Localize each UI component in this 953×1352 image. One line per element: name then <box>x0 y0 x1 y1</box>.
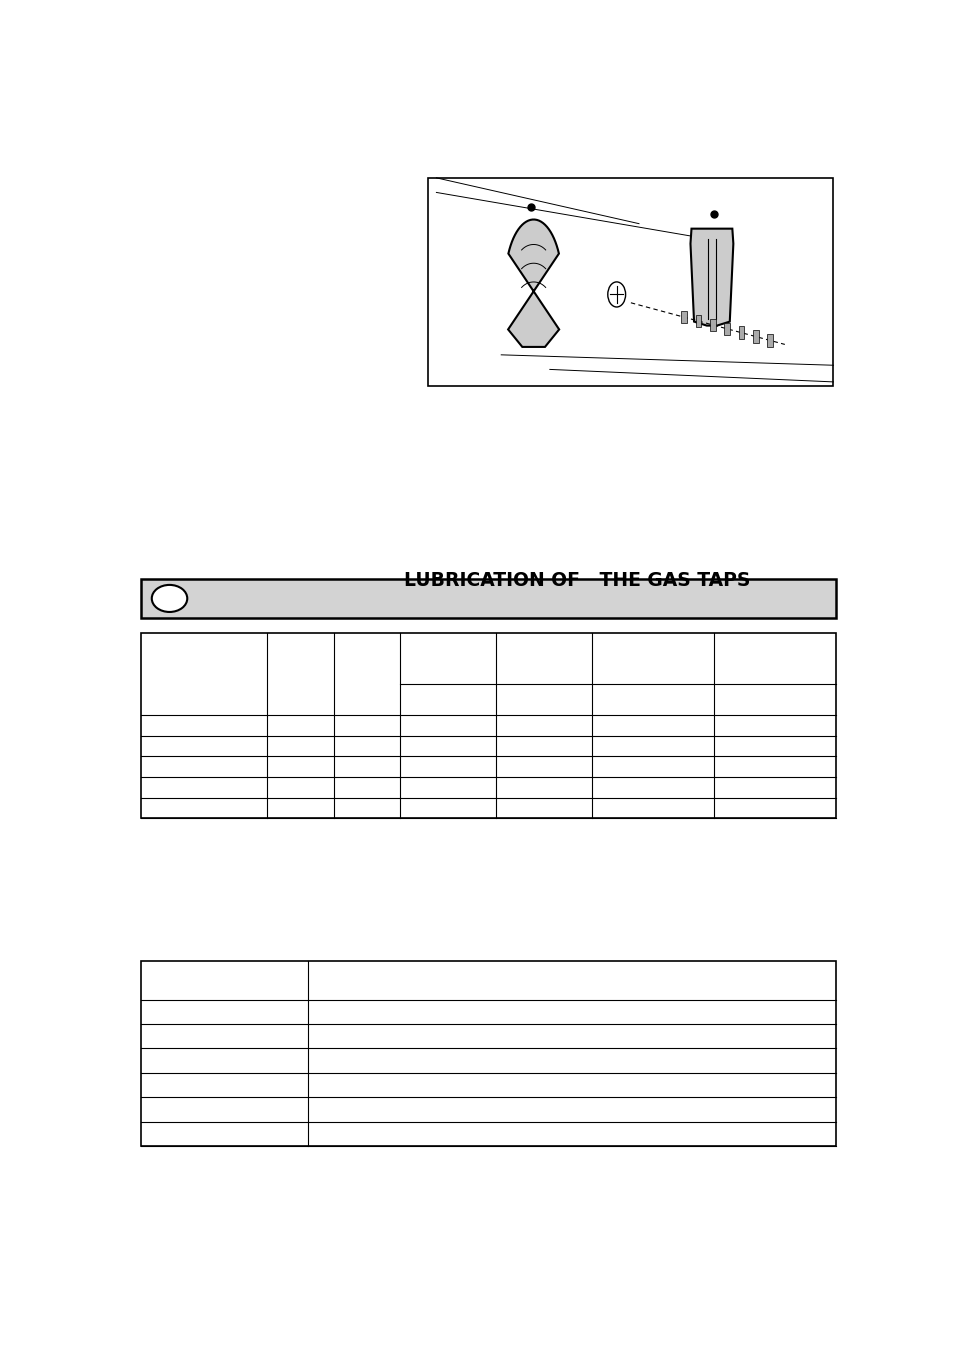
Text: LUBRICATION OF   THE GAS TAPS: LUBRICATION OF THE GAS TAPS <box>404 572 750 591</box>
Circle shape <box>607 283 625 307</box>
Bar <box>752 330 758 343</box>
Bar <box>428 178 833 387</box>
Bar <box>695 315 700 327</box>
Polygon shape <box>690 228 733 326</box>
Bar <box>141 579 836 618</box>
Ellipse shape <box>152 585 187 612</box>
Bar <box>766 334 772 346</box>
Bar <box>141 633 836 818</box>
Polygon shape <box>508 219 558 347</box>
Bar <box>709 319 715 331</box>
Bar <box>738 326 743 339</box>
Bar <box>141 961 836 1146</box>
Bar <box>680 311 686 323</box>
Bar <box>723 323 729 335</box>
